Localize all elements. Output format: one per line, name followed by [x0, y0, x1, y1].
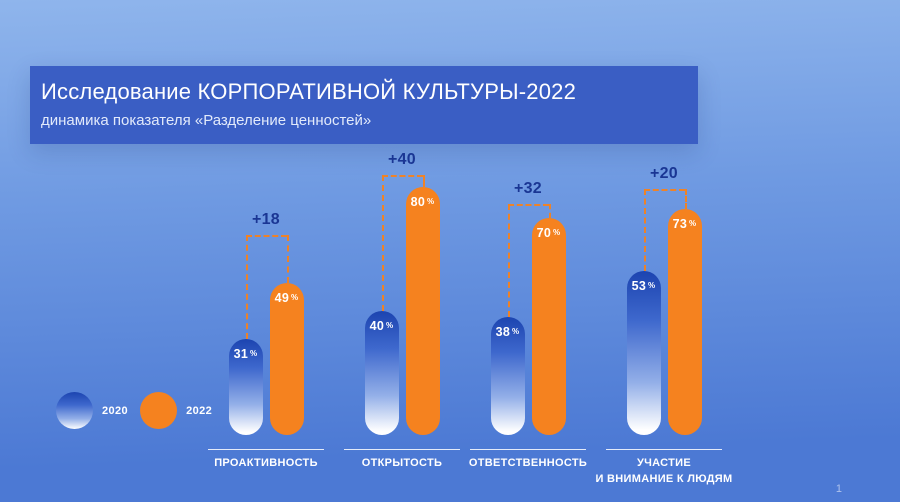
- category-divider: [208, 449, 324, 450]
- bar-value-number: 80: [410, 195, 425, 209]
- legend-label-2022: 2022: [186, 404, 213, 417]
- bar-value-number: 38: [495, 325, 510, 340]
- delta-connector-line: [643, 188, 646, 271]
- delta-connector-line: [548, 204, 551, 218]
- category-label: УЧАСТИЕ И ВНИМАНИЕ К ЛЮДЯМ: [595, 457, 733, 485]
- chart-legend: 2020 2022: [56, 392, 224, 429]
- delta-connector-line: [684, 188, 687, 209]
- page-number: 1: [835, 483, 842, 495]
- delta-connector-line: [643, 188, 685, 191]
- bar-2020: [626, 270, 661, 435]
- bar-value-number: 31: [233, 346, 248, 361]
- bar-value-unit: %: [552, 228, 561, 237]
- delta-label: +18: [251, 211, 281, 229]
- delta-connector-line: [245, 235, 248, 339]
- bar-value-unit: %: [385, 321, 394, 330]
- bar-value-2020: 53%: [627, 279, 661, 293]
- delta-label: +32: [513, 180, 543, 197]
- bar-value-2022: 73%: [668, 217, 702, 231]
- legend-label-2020: 2020: [102, 404, 129, 417]
- delta-connector-line: [381, 175, 423, 177]
- category-divider: [470, 449, 586, 450]
- bar-value-number: 70: [536, 226, 551, 240]
- bar-value-unit: %: [647, 280, 656, 290]
- category-divider: [344, 449, 460, 450]
- delta-connector-line: [245, 235, 287, 238]
- slide-title: Исследование КОРПОРАТИВНОЙ КУЛЬТУРЫ-2022: [41, 79, 577, 104]
- bar-value-2022: 70%: [532, 226, 566, 240]
- bar-2020: [364, 311, 399, 435]
- delta-connector-line: [507, 204, 510, 318]
- bar-value-2020: 31%: [229, 347, 263, 361]
- bar-2022: [531, 218, 566, 435]
- bar-value-unit: %: [290, 293, 299, 303]
- bar-2022: [269, 283, 304, 435]
- bar-value-unit: %: [426, 197, 435, 206]
- bar-value-number: 73: [672, 216, 687, 231]
- bar-value-number: 53: [631, 278, 646, 293]
- category-label: ОТКРЫТОСТЬ: [361, 457, 443, 469]
- bar-value-unit: %: [511, 327, 520, 337]
- delta-connector-line: [286, 235, 289, 284]
- bar-value-unit: %: [688, 218, 697, 228]
- bar-value-2022: 49%: [270, 291, 304, 305]
- category-divider: [606, 449, 722, 450]
- category-label: ОТВЕТСТВЕННОСТЬ: [468, 457, 588, 469]
- bar-2022: [667, 208, 702, 435]
- legend-swatch-2020: [56, 392, 93, 429]
- slide-subtitle: динамика показателя «Разделение ценносте…: [41, 112, 372, 129]
- delta-label: +40: [387, 151, 417, 168]
- bar-value-2020: 38%: [491, 325, 525, 339]
- bar-value-number: 40: [369, 319, 384, 333]
- bar-value-unit: %: [249, 348, 258, 358]
- category-label: ПРОАКТИВНОСТЬ: [214, 457, 318, 469]
- delta-connector-line: [422, 175, 425, 187]
- legend-swatch-2022: [140, 392, 178, 429]
- bar-2020: [490, 317, 525, 435]
- bar-value-2020: 40%: [365, 319, 399, 333]
- bar-value-number: 49: [274, 291, 289, 306]
- bar-value-2022: 80%: [406, 195, 440, 209]
- title-banner: Исследование КОРПОРАТИВНОЙ КУЛЬТУРЫ-2022…: [30, 66, 698, 144]
- delta-connector-line: [381, 175, 384, 311]
- delta-connector-line: [507, 204, 549, 206]
- bar-2022: [405, 187, 440, 435]
- bar-2020: [228, 338, 263, 435]
- delta-label: +20: [649, 164, 679, 182]
